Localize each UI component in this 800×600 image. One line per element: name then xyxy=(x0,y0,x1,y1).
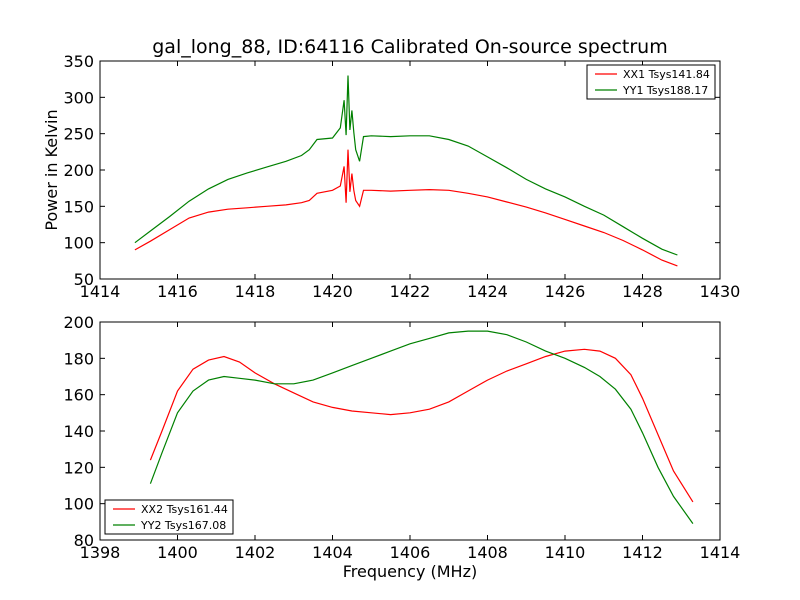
legend: XX1 Tsys141.84 YY1 Tsys188.17 xyxy=(586,64,716,100)
y-tick-label: 50 xyxy=(74,270,94,289)
plot-2: 1398 1400 1402 1404 1406 1408 1410 1412 1414 80 10… xyxy=(63,313,740,581)
y-tick-label: 160 xyxy=(63,386,94,405)
y-tick-label: 250 xyxy=(63,125,94,144)
series-line-1 xyxy=(149,348,694,503)
legend-box xyxy=(586,64,716,100)
y-tick-label: 200 xyxy=(63,161,94,180)
x-tick-label: 1404 xyxy=(312,543,353,562)
legend-label: XX1 Tsys141.84 xyxy=(623,68,710,81)
chart-title: gal_long_88, ID:64116 Calibrated On-sour… xyxy=(152,36,667,58)
legend-box xyxy=(104,499,234,535)
x-tick-label: 1408 xyxy=(467,543,508,562)
x-tick-label: 1398 xyxy=(80,543,121,562)
legend-label: XX2 Tsys161.44 xyxy=(141,503,228,516)
y-tick-label: 180 xyxy=(63,349,94,368)
x-tick-label: 1420 xyxy=(312,282,353,301)
y-tick-label: 80 xyxy=(74,531,94,550)
x-tick-label: 1406 xyxy=(390,543,431,562)
y-tick-label: 300 xyxy=(63,88,94,107)
series-line-2 xyxy=(134,75,678,256)
y-axis-label: Power in Kelvin xyxy=(42,109,61,230)
y-tick-label: 150 xyxy=(63,197,94,216)
series-line-1 xyxy=(134,149,678,267)
x-tick-label: 1424 xyxy=(467,282,508,301)
x-tick-label: 1426 xyxy=(545,282,586,301)
y-tick-label: 140 xyxy=(63,422,94,441)
x-tick-label: 1410 xyxy=(545,543,586,562)
x-tick-label: 1430 xyxy=(700,282,741,301)
x-tick-label: 1414 xyxy=(700,543,741,562)
y-tick-label: 100 xyxy=(63,495,94,514)
x-tick-label: 1418 xyxy=(235,282,276,301)
x-tick-label: 1428 xyxy=(622,282,663,301)
y-tick-label: 120 xyxy=(63,458,94,477)
series-line-2 xyxy=(149,330,694,524)
y-tick-label: 350 xyxy=(63,52,94,71)
legend-label: YY2 Tsys167.08 xyxy=(140,519,226,532)
x-tick-label: 1416 xyxy=(157,282,198,301)
x-axis-label: Frequency (MHz) xyxy=(343,562,477,581)
x-tick-label: 1402 xyxy=(235,543,276,562)
x-tick-label: 1412 xyxy=(622,543,663,562)
legend-label: YY1 Tsys188.17 xyxy=(622,84,708,97)
plot-1: 1414 1416 1418 1420 1422 1424 1426 1428 1430 50 10… xyxy=(42,52,740,301)
x-tick-label: 1400 xyxy=(157,543,198,562)
legend: XX2 Tsys161.44 YY2 Tsys167.08 xyxy=(104,499,234,535)
y-tick-label: 100 xyxy=(63,234,94,253)
y-tick-label: 200 xyxy=(63,313,94,332)
x-tick-label: 1414 xyxy=(80,282,121,301)
x-tick-label: 1422 xyxy=(390,282,431,301)
